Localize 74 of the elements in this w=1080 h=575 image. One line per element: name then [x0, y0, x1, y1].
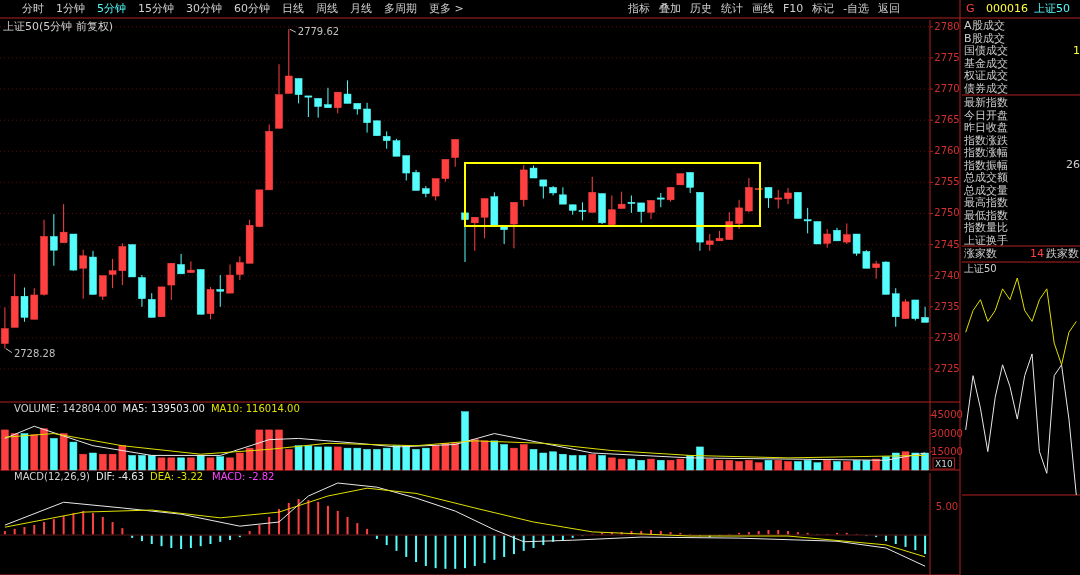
y-tick-label: 2760 — [934, 145, 960, 157]
text: 标记 — [811, 1, 835, 15]
text: 总成交量 — [963, 183, 1008, 197]
y-tick-label: 2775 — [934, 51, 960, 63]
y-tick-label: 2750 — [934, 207, 960, 219]
text: 月线 — [350, 1, 372, 15]
text: 000016 — [986, 2, 1028, 15]
text: 统计 — [721, 1, 743, 15]
text: 今日开盘 — [964, 108, 1008, 122]
y-tick-label: 45000 — [931, 409, 963, 421]
text: 指数涨跌 — [963, 133, 1008, 147]
text: 债券成交 — [964, 82, 1008, 95]
text: 国债成交 — [964, 44, 1008, 58]
text: MA5: 139503.00 — [122, 403, 205, 414]
chart-title: VOLUME: 142804.00 — [14, 403, 117, 414]
annotation: 2779.62 — [297, 26, 340, 38]
y-tick-label: 2755 — [934, 176, 960, 188]
text: 5.00 — [935, 501, 959, 512]
text: 指数涨幅 — [963, 146, 1008, 159]
text: 分时 — [22, 1, 44, 15]
text: 叠加 — [659, 1, 681, 15]
text: MACD: -2.82 — [212, 471, 275, 482]
text: 15分钟 — [138, 1, 174, 15]
text: 昨日收盘 — [964, 121, 1008, 134]
text: 26 — [1066, 158, 1080, 171]
y-tick-label: 30000 — [931, 427, 963, 439]
text: 上证换手 — [964, 233, 1008, 247]
text: F10 — [783, 1, 804, 15]
text: 返回 — [878, 1, 901, 15]
text: 1分钟 — [56, 1, 85, 15]
text: 指数量比 — [963, 221, 1008, 234]
y-tick-label: 15000 — [931, 445, 963, 457]
chart-title: MACD(12,26,9) — [14, 471, 91, 482]
text: 多周期 — [384, 1, 417, 15]
chart-title: 上证50(5分钟 前复权) — [3, 20, 114, 33]
text: B股成交 — [964, 31, 1005, 45]
text: 更多 > — [429, 1, 464, 15]
text: 最低指数 — [964, 208, 1008, 222]
text: 指标 — [627, 1, 650, 15]
text: 日线 — [282, 1, 304, 15]
text: 14 — [1030, 247, 1044, 260]
y-axis-title: X10 — [935, 458, 953, 469]
text: A股成交 — [964, 19, 1005, 32]
y-tick-label: 2740 — [934, 269, 960, 281]
y-tick-label: 2730 — [934, 331, 960, 343]
text: 5分钟 — [97, 1, 126, 15]
text: 涨家数 — [964, 247, 997, 260]
annotation: 2728.28 — [13, 347, 56, 359]
text: 权证成交 — [963, 69, 1008, 83]
text: 指数振幅 — [963, 158, 1008, 172]
text: G — [966, 2, 975, 15]
text: DIF: -4.63 — [95, 471, 144, 482]
text: 30分钟 — [186, 1, 222, 15]
y-tick-label: 2725 — [934, 363, 960, 375]
text: 历史 — [690, 1, 712, 15]
text: 周线 — [316, 1, 338, 15]
y-tick-label: 2735 — [934, 300, 960, 312]
text: 上证50 — [1034, 2, 1070, 15]
text: 60分钟 — [234, 1, 270, 15]
y-tick-label: 2745 — [934, 238, 960, 250]
text: 画线 — [752, 1, 774, 15]
y-tick-label: 2770 — [934, 83, 960, 95]
text: 最新指数 — [964, 96, 1008, 109]
y-tick-label: 2780 — [934, 20, 960, 32]
text: 跌家数 — [1046, 247, 1079, 260]
text: 基金成交 — [964, 56, 1008, 70]
text: -自选 — [843, 1, 870, 15]
text: MA10: 116014.00 — [210, 403, 300, 414]
text: 最高指数 — [964, 196, 1008, 209]
text: 总成交额 — [963, 171, 1008, 184]
chart-title: 上证50 — [964, 263, 997, 274]
text: 1 — [1073, 44, 1080, 57]
y-tick-label: 2765 — [934, 114, 960, 126]
text: DEA: -3.22 — [150, 471, 204, 482]
